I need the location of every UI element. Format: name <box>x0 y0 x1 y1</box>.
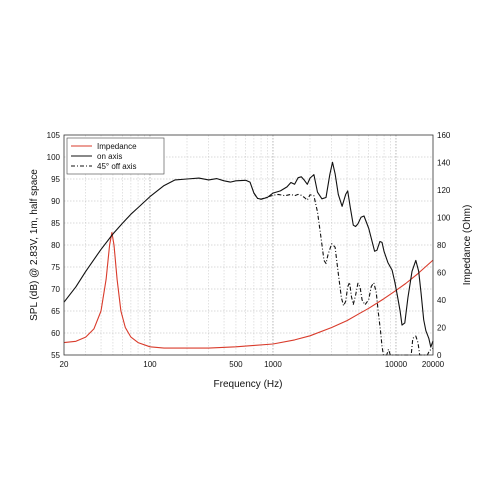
y-right-tick-label: 40 <box>437 296 446 305</box>
off-axis-45-curve <box>253 192 434 356</box>
y-axis-right-title: Impedance (Ohm) <box>462 205 473 286</box>
x-tick-label: 100 <box>143 360 157 369</box>
y-right-tick-label: 120 <box>437 186 451 195</box>
y-left-tick-label: 90 <box>51 197 60 206</box>
y-left-tick-label: 100 <box>47 153 61 162</box>
on-axis-curve <box>63 161 434 348</box>
legend-label-impedance: Impedance <box>97 142 137 151</box>
y-left-tick-label: 55 <box>51 351 60 360</box>
plot-frame <box>63 134 434 356</box>
y-left-tick-label: 60 <box>51 329 60 338</box>
x-tick-label: 20 <box>60 360 69 369</box>
x-tick-label: 10000 <box>385 360 408 369</box>
y-left-tick-label: 70 <box>51 285 60 294</box>
y-axis-left-title: SPL (dB) @ 2.83V, 1m, half space <box>29 169 40 321</box>
legend: Impedance on axis 45° off axis <box>66 137 165 175</box>
y-right-tick-label: 0 <box>437 351 442 360</box>
x-tick-label: 500 <box>229 360 243 369</box>
legend-label-on-axis: on axis <box>97 152 122 161</box>
x-axis-title: Frequency (Hz) <box>214 379 283 390</box>
y-left-tick-label: 80 <box>51 241 60 250</box>
series-layer <box>63 161 434 356</box>
y-left-tick-label: 75 <box>51 263 60 272</box>
y-left-tick-label: 105 <box>47 131 61 140</box>
y-right-tick-label: 20 <box>437 324 446 333</box>
y-left-tick-label: 95 <box>51 175 60 184</box>
x-tick-label: 20000 <box>422 360 445 369</box>
y-left-tick-label: 85 <box>51 219 60 228</box>
y-right-tick-label: 100 <box>437 214 451 223</box>
y-right-tick-label: 60 <box>437 269 446 278</box>
impedance-curve <box>63 232 434 349</box>
tick-labels: 20 100 500 1000 10000 20000556065707580859095… <box>47 131 451 369</box>
y-right-tick-label: 160 <box>437 131 451 140</box>
y-right-tick-label: 80 <box>437 241 446 250</box>
x-tick-label: 1000 <box>264 360 282 369</box>
legend-label-off-axis: 45° off axis <box>97 162 137 171</box>
y-left-tick-label: 65 <box>51 307 60 316</box>
y-right-tick-label: 140 <box>437 159 451 168</box>
grid <box>64 135 433 355</box>
